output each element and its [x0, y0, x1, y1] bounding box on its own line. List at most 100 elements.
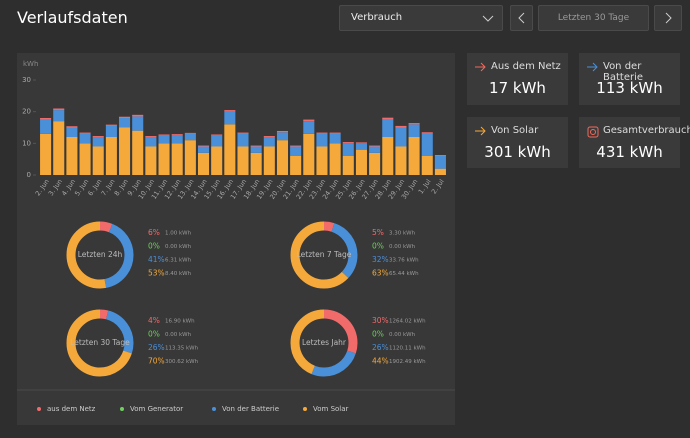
bar-segment: [263, 137, 275, 147]
bar-segment: [263, 146, 275, 175]
energy-label: 0.00 kWh: [389, 332, 416, 338]
bar-segment: [276, 132, 289, 141]
bar-segment: [158, 134, 170, 136]
donut-title: Letzten 24h: [78, 250, 123, 259]
energy-label: 0.00 kWh: [389, 244, 416, 250]
next-icon: [665, 12, 672, 24]
energy-label: 113.35 kWh: [165, 346, 199, 352]
stat-card: Gesamtverbrauch 431 kWh: [579, 117, 690, 168]
stat-card: Von Solar 301 kWh: [467, 117, 568, 168]
energy-label: 6.31 kWh: [165, 258, 192, 264]
dropdown-value: Verbrauch: [351, 12, 403, 23]
page-title: Verlaufsdaten: [17, 8, 128, 27]
bar-segment: [158, 143, 170, 175]
bar-segment: [79, 133, 91, 144]
panel-bg: [17, 53, 455, 425]
bar-segment: [171, 134, 183, 136]
donut-segment: [66, 309, 134, 377]
bar-segment: [250, 146, 262, 153]
bar-segment: [171, 135, 183, 144]
bar-segment: [434, 155, 446, 156]
bar-segment: [276, 130, 289, 133]
bar-segment: [408, 124, 420, 137]
bar-segment: [237, 132, 249, 134]
energy-label: 1264.02 kWh: [389, 319, 426, 325]
bar-segment: [342, 143, 354, 156]
chevron: [482, 15, 494, 22]
bar-segment: [53, 121, 65, 175]
bar-segment: [105, 124, 117, 126]
prev-button[interactable]: [510, 5, 533, 31]
bar-segment: [211, 135, 223, 147]
donut-title: Letztes Jahr: [302, 338, 347, 347]
bar-segment: [369, 152, 381, 175]
bar-segment: [434, 156, 446, 169]
y-tick-label: 10: [22, 139, 31, 147]
bar-segment: [395, 125, 407, 128]
percent-label: 70%: [148, 357, 165, 366]
stat-card: Von der Batterie 113 kWh: [579, 53, 680, 105]
bar-segment: [79, 143, 91, 175]
bar-segment: [132, 116, 144, 131]
dropdown[interactable]: Verbrauch: [339, 5, 503, 31]
bar-segment: [342, 156, 354, 175]
donut-segment: [66, 221, 134, 289]
bar-segment: [303, 119, 315, 122]
bar-segment: [250, 145, 262, 147]
percent-label: 5%: [372, 228, 384, 237]
legend-dot: [212, 407, 216, 411]
bar-segment: [158, 135, 170, 144]
bar-segment: [421, 156, 433, 175]
percent-label: 0%: [372, 330, 384, 339]
arrow-icon: [587, 62, 598, 72]
percent-label: 63%: [372, 269, 389, 278]
stat-value: 17 kWh: [489, 79, 546, 97]
stat-label: Von der Batterie: [603, 61, 644, 83]
bar-segment: [382, 119, 394, 137]
bar-segment: [105, 125, 117, 137]
stat-card: Aus dem Netz 17 kWh: [467, 53, 568, 105]
bar-segment: [316, 146, 328, 175]
bar-segment: [224, 124, 236, 175]
bar-segment: [92, 146, 104, 175]
energy-label: 1902.49 kWh: [389, 359, 426, 365]
stat-value: 113 kWh: [596, 79, 663, 97]
bar-segment: [329, 132, 341, 134]
bar-segment: [329, 143, 341, 175]
legend-dot: [37, 407, 41, 411]
percent-label: 32%: [372, 255, 389, 264]
bar-segment: [145, 146, 157, 175]
bar-segment: [421, 133, 433, 156]
bar-segment: [408, 137, 420, 175]
donut-segment: [66, 221, 134, 289]
stat-label: Aus dem Netz: [491, 61, 561, 72]
percent-label: 4%: [148, 316, 160, 325]
bar-segment: [184, 140, 196, 175]
bar-segment: [395, 146, 407, 175]
energy-label: 8.40 kWh: [165, 271, 192, 277]
y-tick-label: 30: [22, 76, 31, 84]
bar-segment: [92, 137, 104, 147]
donut-segment: [290, 221, 358, 289]
energy-label: 3.30 kWh: [389, 231, 416, 237]
next-button[interactable]: [654, 5, 682, 31]
stat-label: Gesamtverbrauch: [603, 125, 690, 136]
bar-segment: [224, 110, 236, 112]
bar-segment: [119, 118, 131, 128]
bar-segment: [316, 132, 328, 134]
bar-segment: [53, 110, 65, 122]
bar-segment: [303, 133, 315, 175]
bar-segment: [250, 152, 262, 175]
energy-label: 1.00 kWh: [165, 231, 192, 237]
bar-segment: [303, 121, 315, 134]
bar-segment: [395, 127, 407, 147]
bar-segment: [66, 137, 78, 175]
bar-segment: [197, 146, 210, 153]
bar-segment: [276, 140, 289, 175]
bar-segment: [132, 114, 144, 117]
energy-label: 0.00 kWh: [165, 244, 192, 250]
percent-label: 26%: [372, 343, 389, 352]
bar-segment: [119, 116, 131, 118]
y-tick-label: 0: [27, 171, 31, 179]
